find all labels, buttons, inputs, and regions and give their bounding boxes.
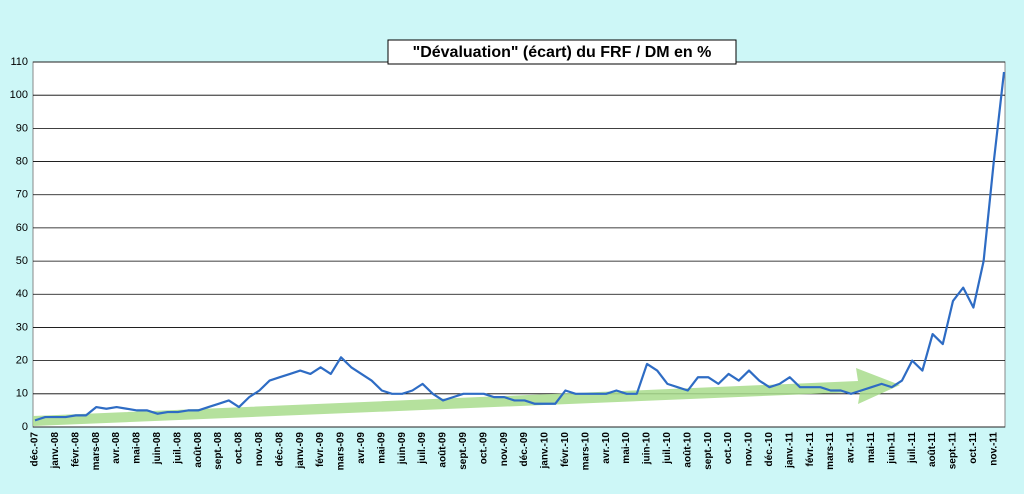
x-tick-label: mars-10 [580, 432, 591, 471]
x-tick-label: janv.-08 [50, 432, 61, 470]
x-tick-label: avr.-11 [846, 432, 857, 464]
y-tick-label: 40 [16, 288, 28, 300]
x-tick-label: juil.-09 [417, 432, 428, 465]
y-tick-label: 60 [16, 222, 28, 234]
x-tick-label: janv.-11 [784, 432, 795, 469]
x-tick-label: déc.-09 [519, 432, 530, 467]
x-tick-label: mai-10 [621, 432, 632, 464]
x-tick-label: juin-11 [886, 432, 897, 465]
x-tick-label: mars-11 [825, 432, 836, 470]
x-tick-label: août-10 [682, 432, 693, 468]
x-tick-label: avr.-09 [356, 432, 367, 464]
x-tick-label: nov.-09 [499, 432, 510, 467]
y-tick-label: 20 [16, 355, 28, 367]
x-tick-label: mai-09 [376, 432, 387, 464]
x-tick-label: févr.-08 [70, 432, 81, 467]
y-tick-label: 110 [10, 56, 28, 68]
x-tick-label: juil.-08 [172, 432, 183, 465]
x-tick-label: janv.-09 [295, 432, 306, 470]
x-tick-label: sept.-11 [948, 432, 959, 470]
x-tick-label: déc.-07 [30, 432, 41, 467]
x-tick-label: juin-09 [397, 432, 408, 466]
x-tick-label: avr.-10 [601, 432, 612, 464]
trend-arrow [33, 368, 900, 426]
y-tick-label: 80 [16, 155, 28, 167]
y-tick-label: 0 [22, 421, 28, 433]
x-tick-label: oct.-08 [234, 432, 245, 465]
y-tick-label: 10 [16, 388, 28, 400]
x-tick-label: juin-08 [152, 432, 163, 466]
grid [33, 61, 1005, 428]
x-tick-label: févr.-10 [560, 432, 571, 467]
x-tick-label: janv.-10 [540, 432, 551, 470]
x-tick-label: mars-08 [91, 432, 102, 471]
x-tick-label: juil.-11 [907, 432, 918, 465]
x-tick-label: nov.-10 [744, 432, 755, 467]
x-tick-label: avr.-08 [111, 432, 122, 464]
line-series [34, 71, 1006, 422]
x-tick-label: août-11 [927, 432, 938, 467]
x-tick-label: sept.-09 [458, 432, 469, 470]
x-tick-label: août-09 [438, 432, 449, 468]
x-tick-label: oct.-11 [968, 432, 979, 464]
x-tick-label: oct.-10 [723, 432, 734, 465]
x-tick-label: déc.-08 [274, 432, 285, 467]
title-box [387, 39, 737, 65]
x-tick-label: févr.-09 [315, 432, 326, 467]
x-tick-label: mai-11 [866, 432, 877, 464]
x-tick-label: sept.-10 [703, 432, 714, 470]
y-tick-label: 70 [16, 189, 28, 201]
x-tick-label: déc.-10 [764, 432, 775, 467]
x-tick-label: févr.-11 [805, 432, 816, 467]
x-tick-label: juin-10 [642, 432, 653, 466]
x-tick-label: juil.-10 [662, 432, 673, 465]
x-tick-label: août-08 [193, 432, 204, 468]
x-tick-label: mars-09 [336, 432, 347, 471]
x-tick-label: nov.-08 [254, 432, 265, 467]
x-tick-label: mai-08 [132, 432, 143, 464]
y-tick-label: 30 [16, 321, 28, 333]
y-tick-label: 100 [10, 89, 28, 101]
x-tick-label: sept.-08 [213, 432, 224, 470]
y-tick-label: 50 [16, 255, 28, 267]
y-tick-label: 90 [16, 122, 28, 134]
chart-title: "Dévaluation" (écart) du FRF / DM en % [413, 44, 712, 61]
x-tick-label: nov.-11 [988, 432, 999, 466]
plot-area [32, 61, 1006, 428]
x-tick-label: oct.-09 [478, 432, 489, 465]
